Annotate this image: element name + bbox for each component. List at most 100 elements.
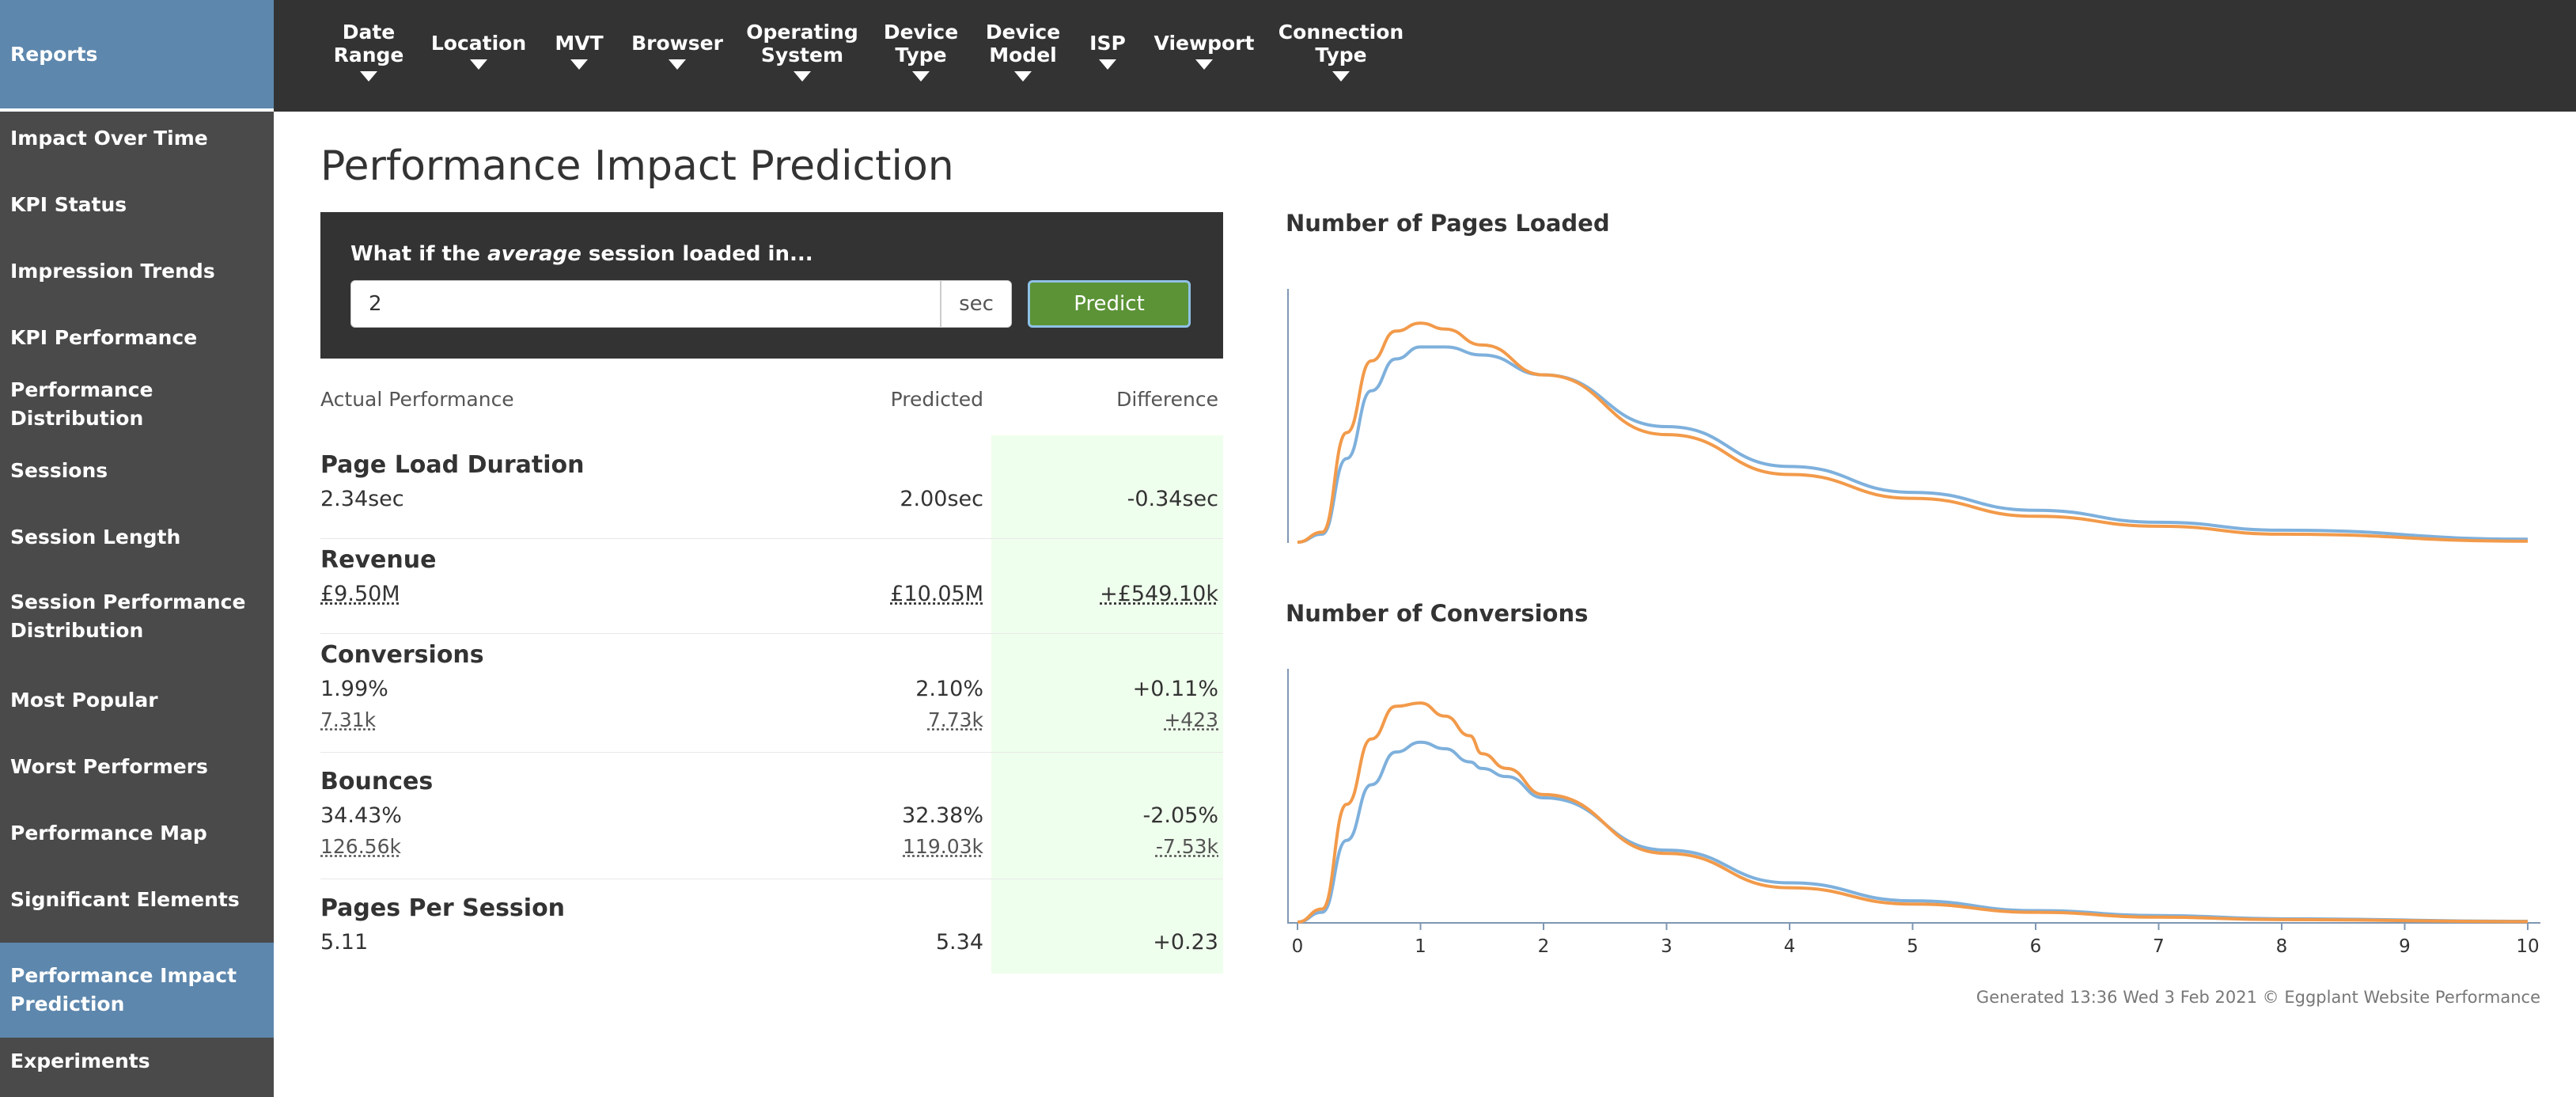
unit-label: sec	[941, 280, 1012, 328]
sidebar-item[interactable]: Performance Impact Prediction	[0, 943, 274, 1038]
chart-title-conversions: Number of Conversions	[1286, 600, 1589, 627]
row-divider	[320, 538, 1223, 539]
caret-down-icon	[912, 71, 930, 82]
filter-label: Date Range	[333, 21, 404, 66]
sidebar-item[interactable]: KPI Performance	[0, 314, 274, 362]
predicted-value: 2.10%	[915, 677, 983, 701]
filter-label: ISP	[1089, 32, 1126, 55]
header-predicted: Predicted	[890, 388, 983, 411]
sidebar-item-label: Most Popular	[10, 689, 158, 712]
predict-question-emphasis: average	[487, 242, 581, 266]
predicted-value: 5.34	[935, 930, 983, 955]
filter-dropdown[interactable]: Operating System	[739, 21, 866, 82]
filter-dropdown[interactable]: Viewport	[1141, 32, 1267, 70]
sidebar-item-label: Performance Impact Prediction	[10, 964, 237, 1015]
difference-subvalue: -7.53k	[1155, 835, 1218, 858]
filter-label: Device Type	[883, 21, 959, 66]
x-tick-label: 8	[2276, 936, 2288, 957]
metric-title: Page Load Duration	[320, 451, 585, 479]
sidebar-item[interactable]: Impact Over Time	[0, 115, 274, 162]
actual-value: 2.34sec	[320, 487, 404, 511]
filter-dropdown[interactable]: Date Range	[305, 21, 432, 82]
sidebar-item-label: Session Performance Distribution	[10, 590, 246, 642]
actual-value: 1.99%	[320, 677, 388, 701]
sidebar-item[interactable]: KPI Status	[0, 181, 274, 229]
filter-dropdown[interactable]: Browser	[614, 32, 741, 70]
metric-title: Revenue	[320, 546, 437, 574]
sidebar-item[interactable]: Impression Trends	[0, 248, 274, 295]
footer-note: Generated 13:36 Wed 3 Feb 2021 © Eggplan…	[1976, 988, 2540, 1007]
filter-label: Browser	[631, 32, 723, 55]
sidebar-item-label: Impact Over Time	[10, 127, 208, 150]
sidebar-item-label: Experiments	[10, 1050, 150, 1072]
filter-dropdown[interactable]: Device Model	[960, 21, 1086, 82]
sidebar-item[interactable]: Sessions	[0, 447, 274, 495]
load-time-input[interactable]	[350, 280, 941, 328]
predicted-value: 32.38%	[902, 803, 983, 828]
filter-dropdown[interactable]: Location	[415, 32, 542, 70]
row-divider	[320, 752, 1223, 753]
sidebar-item[interactable]: Experiments	[0, 1038, 274, 1085]
filter-label: Operating System	[746, 21, 858, 66]
sidebar-item[interactable]: Worst Performers	[0, 743, 274, 791]
filter-dropdown[interactable]: Device Type	[858, 21, 984, 82]
predicted-value: 2.00sec	[900, 487, 983, 511]
predict-panel: What if the average session loaded in...…	[320, 212, 1223, 359]
predict-question-suffix: session loaded in...	[581, 242, 813, 266]
sidebar-item[interactable]: Significant Elements	[0, 876, 274, 924]
caret-down-icon	[360, 71, 377, 82]
header-difference: Difference	[1116, 388, 1218, 411]
predict-question-prefix: What if the	[350, 242, 488, 266]
sidebar-item[interactable]: Session Length	[0, 514, 274, 561]
sidebar-item[interactable]: Most Popular	[0, 677, 274, 724]
filter-label: Location	[430, 32, 527, 55]
series-line-0	[1297, 345, 2529, 544]
chart-axis	[1287, 669, 2540, 924]
sidebar-item[interactable]: Performance Distribution	[0, 378, 274, 430]
x-tick-label: 9	[2399, 936, 2411, 957]
sidebar-item-label: Performance Distribution	[10, 378, 153, 430]
sidebar-header-label: Reports	[10, 43, 98, 66]
x-tick-label: 4	[1784, 936, 1796, 957]
actual-value: 34.43%	[320, 803, 402, 828]
caret-down-icon	[1195, 59, 1213, 70]
caret-down-icon	[1099, 59, 1116, 70]
sidebar-item-label: Impression Trends	[10, 260, 215, 283]
caret-down-icon	[1332, 71, 1350, 82]
predicted-value: £10.05M	[890, 582, 983, 606]
actual-subvalue: 7.31k	[320, 708, 377, 731]
filter-label: Device Model	[985, 21, 1061, 66]
x-tick-label: 7	[2153, 936, 2165, 957]
x-tick-label: 6	[2030, 936, 2042, 957]
chart-pages-loaded	[1287, 289, 2529, 544]
filter-dropdown[interactable]: MVT	[516, 32, 642, 70]
sidebar-item-label: Worst Performers	[10, 755, 208, 778]
difference-value: -0.34sec	[1127, 487, 1218, 511]
filter-label: MVT	[555, 32, 604, 55]
chart-conversions: 0 1 2 3 4 5 6 7 8 9 10	[1287, 669, 2540, 957]
sidebar-item-label: KPI Status	[10, 193, 127, 216]
sidebar-item[interactable]: Performance Map	[0, 810, 274, 857]
row-divider	[320, 633, 1223, 634]
x-tick-label: 5	[1907, 936, 1919, 957]
predicted-subvalue: 7.73k	[927, 708, 983, 731]
predict-question: What if the average session loaded in...	[350, 242, 813, 266]
actual-subvalue: 126.56k	[320, 835, 401, 858]
sidebar-header[interactable]: Reports	[0, 0, 274, 112]
sidebar-item[interactable]: Session Performance Distribution	[0, 580, 274, 653]
sidebar-item-label: KPI Performance	[10, 326, 198, 349]
filter-dropdown[interactable]: ISP	[1044, 32, 1171, 70]
x-tick-label: 0	[1292, 936, 1304, 957]
caret-down-icon	[1014, 71, 1032, 82]
header-actual: Actual Performance	[320, 388, 514, 411]
difference-value: +£549.10k	[1100, 582, 1218, 606]
page-title: Performance Impact Prediction	[320, 142, 954, 190]
actual-value: 5.11	[320, 930, 369, 955]
metric-title: Pages Per Session	[320, 894, 566, 922]
x-tick-label: 3	[1661, 936, 1673, 957]
metric-title: Conversions	[320, 641, 484, 669]
series-line-1	[1297, 701, 2529, 924]
filter-dropdown[interactable]: Connection Type	[1278, 21, 1404, 82]
sidebar-item-label: Session Length	[10, 526, 181, 548]
predict-button[interactable]: Predict	[1028, 280, 1191, 328]
